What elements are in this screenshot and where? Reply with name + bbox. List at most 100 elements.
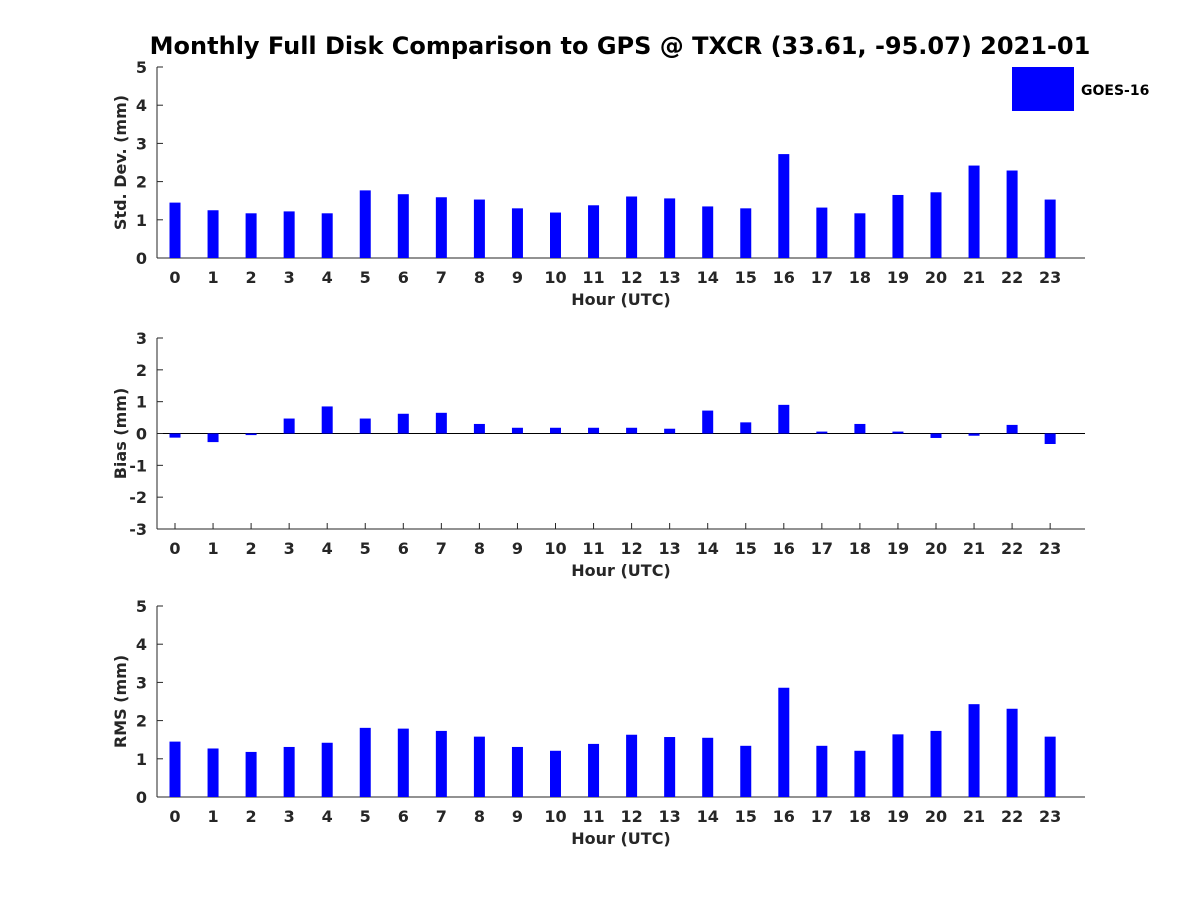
bar xyxy=(1044,433,1056,445)
x-tick-label: 2 xyxy=(246,539,257,558)
bar xyxy=(854,423,866,434)
x-tick-label: 19 xyxy=(887,807,909,826)
bar xyxy=(778,154,790,258)
x-tick-label: 18 xyxy=(849,539,871,558)
bar xyxy=(550,212,561,258)
x-tick-label: 15 xyxy=(735,268,757,287)
bar xyxy=(473,736,485,797)
y-tick-label: 0 xyxy=(136,249,147,268)
bar xyxy=(968,704,980,797)
y-tick-label: -3 xyxy=(129,520,147,539)
x-tick-label: 5 xyxy=(360,268,371,287)
x-tick-label: 0 xyxy=(169,807,180,826)
x-tick-label: 21 xyxy=(963,807,985,826)
x-tick-label: 10 xyxy=(544,807,566,826)
bar xyxy=(930,192,942,258)
bar xyxy=(169,202,181,258)
y-tick-label: 4 xyxy=(136,96,147,115)
y-tick-label: 1 xyxy=(136,750,147,769)
bar xyxy=(740,745,752,797)
bar xyxy=(435,730,447,797)
y-tick-label: 5 xyxy=(136,597,147,616)
bar xyxy=(892,431,904,434)
bar xyxy=(321,406,333,434)
bar xyxy=(1044,199,1056,258)
x-tick-label: 0 xyxy=(169,268,180,287)
x-tick-label: 3 xyxy=(284,807,295,826)
x-tick-label: 14 xyxy=(697,268,719,287)
x-tick-label: 23 xyxy=(1039,807,1061,826)
x-tick-label: 4 xyxy=(322,807,333,826)
legend-label: GOES-16 xyxy=(1081,83,1149,99)
x-tick-label: 12 xyxy=(620,268,642,287)
bar xyxy=(245,433,257,436)
bar xyxy=(968,165,980,258)
x-tick-label: 7 xyxy=(436,268,447,287)
x-tick-label: 22 xyxy=(1001,539,1023,558)
x-tick-label: 23 xyxy=(1039,539,1061,558)
y-tick-label: -2 xyxy=(129,488,147,507)
bar xyxy=(359,727,371,797)
x-tick-label: 9 xyxy=(512,539,523,558)
x-tick-label: 11 xyxy=(582,268,604,287)
bar xyxy=(511,746,523,797)
x-tick-label: 8 xyxy=(474,807,485,826)
x-axis-label: Hour (UTC) xyxy=(571,290,671,309)
bar xyxy=(816,207,828,258)
x-tick-label: 13 xyxy=(659,807,681,826)
x-tick-label: 1 xyxy=(207,539,218,558)
legend-swatch xyxy=(1012,67,1074,111)
x-tick-label: 23 xyxy=(1039,268,1061,287)
x-tick-label: 7 xyxy=(436,807,447,826)
x-tick-label: 15 xyxy=(735,807,757,826)
x-tick-label: 16 xyxy=(773,268,795,287)
bar xyxy=(664,198,676,258)
x-tick-label: 4 xyxy=(322,268,333,287)
bar xyxy=(207,748,219,797)
x-tick-label: 10 xyxy=(544,539,566,558)
y-tick-label: -1 xyxy=(129,456,147,475)
bar xyxy=(359,190,371,258)
bar xyxy=(892,194,904,258)
bar xyxy=(207,210,219,258)
bar xyxy=(283,211,295,258)
bar xyxy=(473,423,485,434)
y-tick-label: 2 xyxy=(136,712,147,731)
bar xyxy=(397,413,409,434)
x-tick-label: 7 xyxy=(436,539,447,558)
bar xyxy=(511,427,523,434)
x-tick-label: 1 xyxy=(207,268,218,287)
bar xyxy=(473,199,485,258)
bar xyxy=(740,208,752,258)
bar xyxy=(321,742,333,797)
x-tick-label: 17 xyxy=(811,807,833,826)
x-tick-label: 22 xyxy=(1001,268,1023,287)
x-tick-label: 11 xyxy=(582,539,604,558)
x-tick-label: 16 xyxy=(773,807,795,826)
y-tick-label: 1 xyxy=(136,393,147,412)
legend: GOES-16 xyxy=(1012,67,1149,111)
x-tick-label: 21 xyxy=(963,539,985,558)
x-tick-label: 12 xyxy=(620,807,642,826)
x-tick-label: 3 xyxy=(284,268,295,287)
bar xyxy=(892,734,904,797)
bar xyxy=(626,196,638,258)
bar xyxy=(397,728,409,797)
x-tick-label: 11 xyxy=(582,807,604,826)
x-tick-label: 10 xyxy=(544,268,566,287)
bar xyxy=(1006,708,1018,797)
y-tick-label: 3 xyxy=(136,673,147,692)
bar xyxy=(1044,736,1056,797)
x-tick-label: 13 xyxy=(659,268,681,287)
bar xyxy=(854,750,866,797)
x-tick-label: 21 xyxy=(963,268,985,287)
bar xyxy=(588,743,600,797)
x-tick-label: 1 xyxy=(207,807,218,826)
x-tick-label: 16 xyxy=(773,539,795,558)
bar xyxy=(816,745,828,797)
